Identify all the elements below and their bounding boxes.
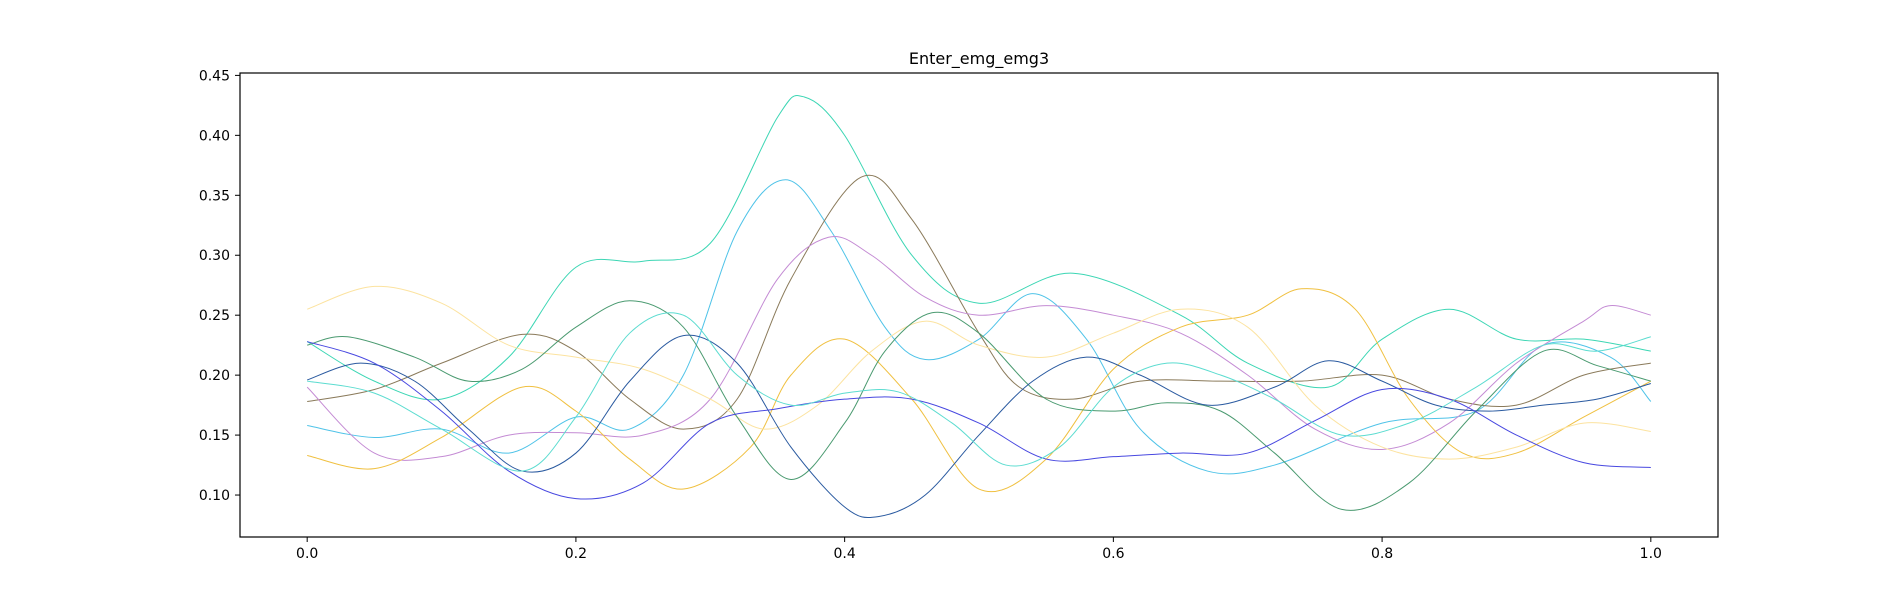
series-line-s8: [307, 334, 1651, 519]
y-tick-label: 0.10: [199, 488, 230, 504]
x-tick-label: 0.6: [1102, 546, 1124, 562]
series-line-s4: [306, 235, 1651, 461]
series-line-s9: [307, 341, 1651, 500]
y-tick-label: 0.30: [199, 248, 230, 264]
y-axis: 0.10 0.15 0.20 0.25 0.30 0.35 0.40 0.45: [199, 68, 240, 504]
y-tick-label: 0.35: [199, 188, 230, 204]
x-tick-label: 0.4: [834, 546, 856, 562]
y-tick-label: 0.15: [199, 428, 230, 444]
series-line-s5: [307, 288, 1652, 493]
series-line-s7: [307, 300, 1651, 511]
series-line-s3: [307, 174, 1651, 430]
x-tick-label: 0.8: [1371, 546, 1393, 562]
series-line-s1: [306, 94, 1651, 401]
series-line-s2: [307, 179, 1652, 475]
x-tick-label: 0.2: [565, 546, 587, 562]
series-layer: [306, 94, 1652, 519]
x-tick-label: 0.0: [296, 546, 318, 562]
chart-title: Enter_emg_emg3: [909, 49, 1049, 69]
plot-frame: [239, 72, 1719, 538]
y-tick-label: 0.40: [199, 128, 230, 144]
x-axis: 0.0 0.2 0.4 0.6 0.8 1.0: [296, 537, 1662, 562]
x-tick-label: 1.0: [1640, 546, 1662, 562]
series-line-s6: [307, 285, 1651, 460]
y-tick-label: 0.45: [199, 68, 230, 84]
y-tick-label: 0.25: [199, 308, 230, 324]
y-tick-label: 0.20: [199, 368, 230, 384]
series-line-s10: [307, 312, 1651, 472]
